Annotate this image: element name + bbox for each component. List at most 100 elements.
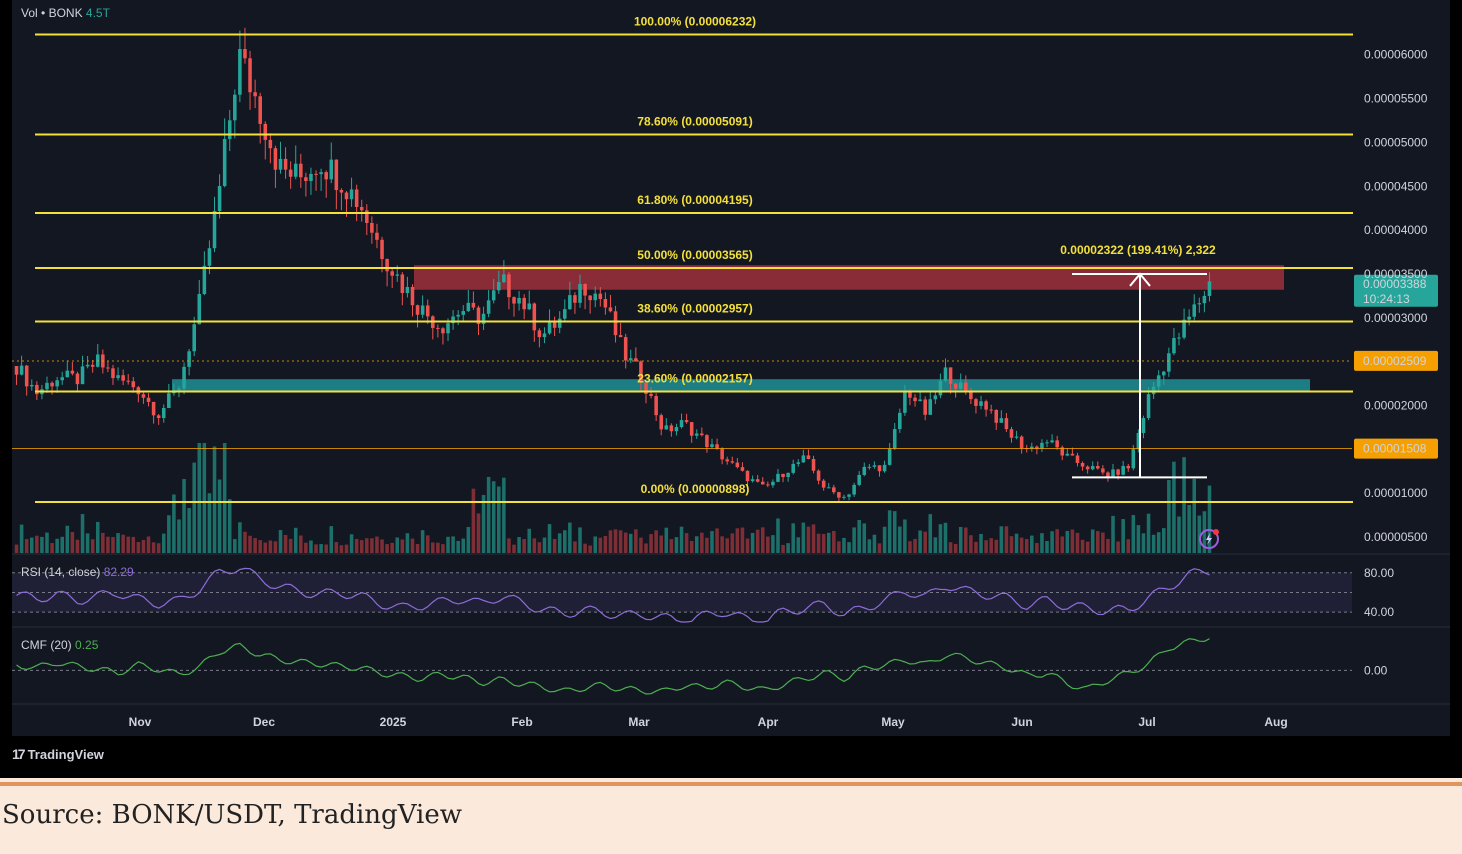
- volume-bar: [1172, 461, 1176, 553]
- volume-bar: [486, 476, 491, 553]
- alert-icon[interactable]: [1199, 529, 1219, 549]
- volume-bar: [212, 446, 217, 553]
- candle-body: [415, 305, 420, 315]
- candle-body: [537, 330, 542, 338]
- volume-bar: [974, 541, 978, 553]
- candle-body: [969, 392, 973, 400]
- measure-label: 0.00002322 (199.41%) 2,322: [1060, 243, 1216, 257]
- volume-bar: [101, 532, 105, 553]
- time-axis[interactable]: Nov Dec 2025 Feb Mar Apr May Jun Jul Aug: [129, 715, 1288, 729]
- candle-body: [481, 313, 486, 325]
- volume-bar: [1096, 531, 1100, 553]
- candle-body: [755, 479, 760, 482]
- volume-bar: [1075, 532, 1080, 553]
- volume-bar: [446, 536, 450, 553]
- volume-bar: [512, 544, 516, 553]
- candle-body: [984, 401, 988, 410]
- cmf-line: [16, 638, 1210, 695]
- volume-bar: [60, 536, 65, 553]
- candle-body: [816, 470, 821, 481]
- volume-bar: [111, 537, 115, 553]
- candle-body: [1030, 446, 1034, 450]
- price-axis[interactable]: 0.00006000 0.00005500 0.00005000 0.00004500…: [12, 48, 1450, 705]
- candle-body: [1040, 442, 1044, 449]
- candle-body: [187, 351, 191, 367]
- candle-body: [395, 274, 400, 276]
- candle-body: [715, 444, 719, 449]
- candle-body: [425, 305, 430, 317]
- volume-bar: [507, 538, 511, 553]
- candle-body: [801, 455, 806, 463]
- candle-body: [146, 397, 151, 402]
- volume-bar: [329, 526, 334, 553]
- volume-bar: [400, 539, 405, 553]
- chart-frame: 100.00% (0.00006232) 78.60% (0.00005091) 6…: [0, 0, 1462, 778]
- candle-body: [806, 455, 811, 459]
- candle-body: [908, 390, 912, 398]
- volume-bar: [1055, 529, 1059, 553]
- volume-bar: [466, 526, 471, 553]
- candle-body: [293, 163, 298, 177]
- volume-bar: [578, 527, 582, 553]
- volume-bar: [334, 542, 339, 553]
- volume-bar: [121, 534, 125, 553]
- volume-bar: [705, 537, 709, 553]
- candle-body: [354, 189, 359, 207]
- candle-body: [639, 361, 643, 383]
- volume-bar: [365, 538, 369, 553]
- volume-bar: [14, 544, 19, 553]
- time-tick-label: Feb: [511, 715, 532, 729]
- rsi-value: 82.29: [104, 565, 134, 579]
- price-tick-label: 0.00004500: [1364, 179, 1428, 193]
- price-tick-label: 0.00006000: [1364, 48, 1428, 62]
- volume-bar: [557, 533, 562, 553]
- volume-bar: [278, 530, 283, 553]
- rsi-tick-label: 80.00: [1364, 566, 1394, 580]
- cmf-label: CMF (20): [21, 638, 72, 652]
- candle-body: [578, 284, 582, 303]
- candle-body: [842, 496, 846, 498]
- candle-body: [227, 120, 232, 139]
- volume-bar: [745, 538, 750, 553]
- candle-body: [852, 484, 856, 495]
- candle-body: [390, 271, 394, 276]
- volume-bar: [456, 540, 460, 553]
- candle-body: [385, 258, 389, 272]
- candle-body: [238, 49, 242, 95]
- candle-body: [365, 210, 369, 223]
- volume-bar: [476, 513, 481, 553]
- volume-bar: [943, 522, 948, 553]
- candle-body: [928, 399, 933, 415]
- candle-body: [953, 383, 958, 389]
- candle-body: [877, 465, 882, 472]
- volume-bar: [903, 519, 907, 553]
- candle-body: [177, 388, 181, 391]
- volume-bar: [1070, 529, 1075, 553]
- candle-body: [441, 328, 445, 334]
- volume-bar: [1014, 533, 1019, 553]
- candle-body: [933, 395, 938, 400]
- candle-body: [1146, 394, 1151, 419]
- volume-bar: [1151, 534, 1156, 553]
- volume-bar: [1004, 526, 1009, 553]
- tradingview-brand[interactable]: 17 TradingView: [12, 746, 104, 762]
- candle-body: [202, 265, 207, 295]
- volume-bar: [958, 527, 963, 553]
- volume-bar: [441, 544, 445, 553]
- candle-body: [456, 314, 460, 317]
- candle-body: [243, 49, 247, 59]
- candle-body: [958, 382, 963, 389]
- candle-body: [1085, 466, 1090, 470]
- volume-bar: [380, 539, 384, 553]
- volume-bar: [314, 544, 318, 553]
- volume-bar: [177, 519, 181, 553]
- time-tick-label: Aug: [1264, 715, 1287, 729]
- candle-body: [161, 407, 166, 419]
- volume-bar: [923, 531, 927, 553]
- fib-label: 0.00% (0.00000898): [641, 482, 750, 496]
- volume-bar: [552, 538, 557, 553]
- candle-body: [116, 375, 120, 379]
- volume-bar: [126, 536, 130, 553]
- volume-bar: [29, 537, 34, 553]
- candle-body: [1050, 440, 1054, 443]
